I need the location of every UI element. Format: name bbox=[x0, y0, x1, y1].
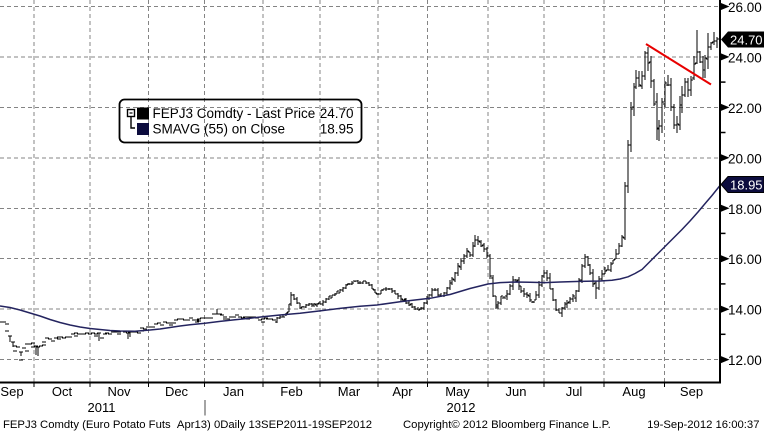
svg-text:Copyright© 2012 Bloomberg Fina: Copyright© 2012 Bloomberg Finance L.P. bbox=[403, 419, 611, 431]
svg-text:Aug: Aug bbox=[622, 384, 645, 399]
svg-text:12.00: 12.00 bbox=[728, 353, 762, 368]
svg-text:22.00: 22.00 bbox=[728, 101, 762, 116]
svg-text:SMAVG (55) on Close: SMAVG (55) on Close bbox=[153, 122, 286, 137]
svg-text:24.00: 24.00 bbox=[728, 50, 762, 65]
svg-text:2011: 2011 bbox=[88, 400, 116, 415]
svg-text:Feb: Feb bbox=[280, 384, 302, 399]
svg-text:Sep: Sep bbox=[680, 384, 703, 399]
svg-text:24.70: 24.70 bbox=[730, 32, 763, 47]
svg-text:16.00: 16.00 bbox=[728, 252, 762, 267]
svg-text:Oct: Oct bbox=[52, 384, 73, 399]
svg-text:Jun: Jun bbox=[506, 384, 527, 399]
svg-text:18.95: 18.95 bbox=[730, 177, 763, 192]
svg-text:Apr: Apr bbox=[392, 384, 413, 399]
svg-text:19-Sep-2012 16:00:37: 19-Sep-2012 16:00:37 bbox=[647, 419, 759, 431]
svg-text:20.00: 20.00 bbox=[728, 151, 762, 166]
svg-text:Nov: Nov bbox=[107, 384, 131, 399]
svg-text:Jul: Jul bbox=[566, 384, 583, 399]
svg-text:Mar: Mar bbox=[338, 384, 361, 399]
svg-text:Jan: Jan bbox=[223, 384, 244, 399]
svg-text:Dec: Dec bbox=[165, 384, 189, 399]
svg-text:18.00: 18.00 bbox=[728, 202, 762, 217]
svg-text:14.00: 14.00 bbox=[728, 303, 762, 318]
svg-text:2012: 2012 bbox=[447, 400, 476, 415]
svg-text:FEPJ3 Comdty - Last Price: FEPJ3 Comdty - Last Price bbox=[153, 106, 316, 121]
svg-text:26.00: 26.00 bbox=[728, 0, 762, 15]
svg-text:May: May bbox=[445, 384, 470, 399]
svg-text:FEPJ3 Comdty (Euro Potato Futs: FEPJ3 Comdty (Euro Potato Futs Apr13) 0D… bbox=[3, 419, 372, 431]
svg-text:18.95: 18.95 bbox=[320, 122, 354, 137]
svg-text:Sep: Sep bbox=[0, 384, 23, 399]
svg-text:24.70: 24.70 bbox=[320, 106, 354, 121]
